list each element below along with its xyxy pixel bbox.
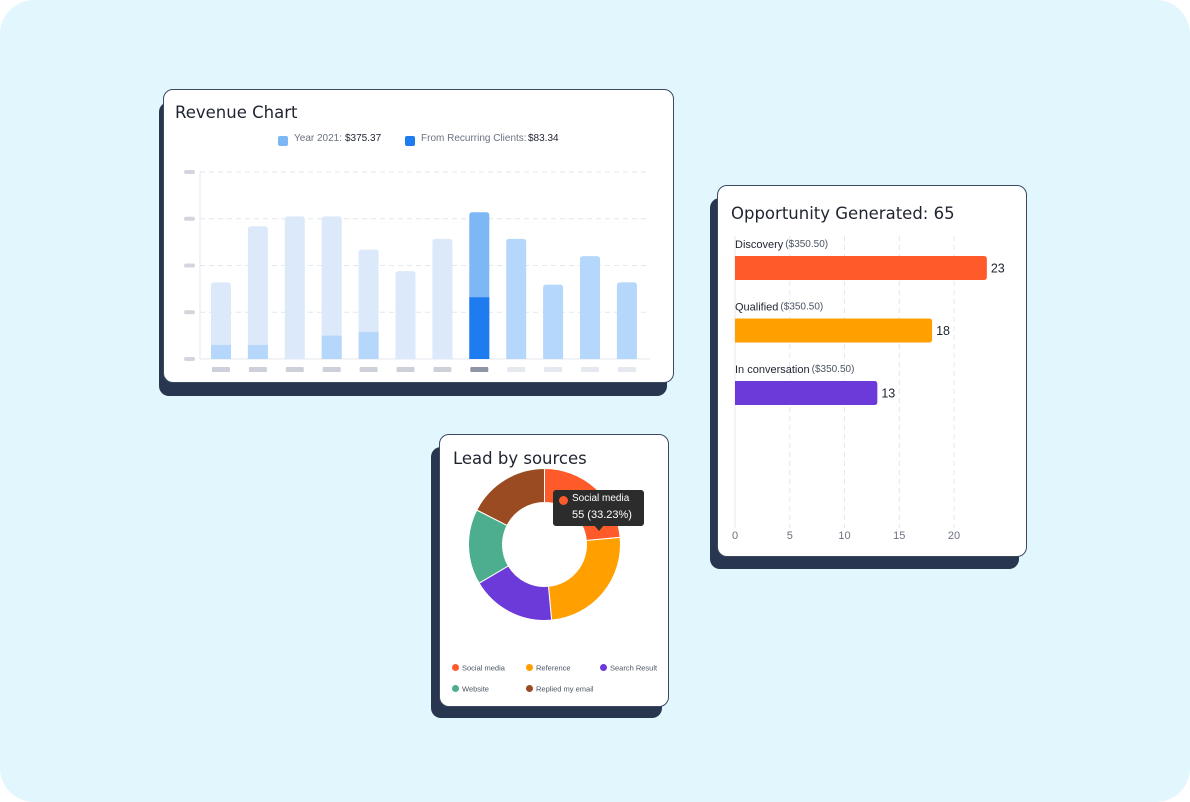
legend-recurring-swatch xyxy=(405,136,415,146)
bar-year-2021 xyxy=(284,216,305,359)
opportunity-chart-title: Opportunity Generated: 65 xyxy=(731,204,955,223)
tooltip-value: 55 (33.23%) xyxy=(572,509,632,521)
x-tick-label xyxy=(470,367,489,372)
y-tick-label xyxy=(184,357,195,361)
x-tick-label: 10 xyxy=(838,530,850,542)
bar-year-2021 xyxy=(395,271,416,359)
bar-discovery xyxy=(735,256,987,280)
bar-recurring-clients xyxy=(469,297,490,359)
bar-recurring-clients xyxy=(247,344,268,359)
bar-year-2021 xyxy=(432,238,453,359)
legend-year-swatch xyxy=(278,136,288,146)
revenue-chart-title: Revenue Chart xyxy=(175,103,298,122)
opportunity-bar-chart: 0 5 10 15 20 Discovery ($350.50) 23 Qualified ($3… xyxy=(732,236,1005,542)
lead-donut-chart: Social media Reference Search Result Websit… xyxy=(452,467,658,694)
lead-card: Lead by sources Social media Reference Sea… xyxy=(439,434,669,707)
x-tick-label xyxy=(248,367,267,372)
category-label-in-conversation: In conversation ($350.50) xyxy=(735,364,854,376)
bar-year-2021 xyxy=(321,216,342,359)
legend-label-replied-my-email: Replied my email xyxy=(536,685,594,694)
x-tick-label xyxy=(322,367,341,372)
category-label-qualified: Qualified ($350.50) xyxy=(735,302,823,314)
x-tick-label: 0 xyxy=(732,530,738,542)
legend-label-social-media: Social media xyxy=(462,664,506,673)
legend-label-search-result: Search Result xyxy=(610,664,658,673)
legend-swatch-replied-my-email xyxy=(526,685,533,692)
donut-tooltip: Social media 55 (33.23%) xyxy=(553,490,644,531)
legend-recurring-value: $83.34 xyxy=(528,133,559,144)
bar-recurring-clients xyxy=(211,344,231,359)
opportunity-card: Opportunity Generated: 65 0 5 10 15 20 Discov… xyxy=(717,185,1027,557)
legend-label-website: Website xyxy=(462,685,489,694)
y-tick-label xyxy=(184,216,195,221)
tooltip-pointer xyxy=(594,525,604,531)
legend-year-value: $375.37 xyxy=(345,133,382,144)
legend-swatch-search-result xyxy=(600,664,607,671)
bar-year-2021 xyxy=(543,284,564,359)
data-label-qualified: 18 xyxy=(936,324,950,338)
x-tick-label xyxy=(507,367,526,372)
x-tick-label: 20 xyxy=(948,530,960,542)
x-tick-label xyxy=(544,367,563,372)
x-tick-label xyxy=(285,367,304,372)
donut-slice-replied-my-email xyxy=(476,467,545,527)
revenue-legend: Year 2021: $375.37 From Recurring Client… xyxy=(278,132,568,148)
legend-label-reference: Reference xyxy=(536,664,571,673)
y-tick-label xyxy=(184,263,195,268)
x-tick-label xyxy=(617,367,636,372)
y-tick-label xyxy=(184,170,195,174)
bar-year-2021 xyxy=(580,256,600,359)
x-tick-label: 15 xyxy=(893,530,905,542)
data-label-in-conversation: 13 xyxy=(881,387,895,401)
lead-chart-title: Lead by sources xyxy=(453,449,587,468)
tooltip-swatch xyxy=(559,496,568,505)
bar-year-2021 xyxy=(211,282,231,359)
bar-recurring-clients xyxy=(358,331,379,359)
bar-year-2021 xyxy=(616,282,637,359)
x-tick-label xyxy=(581,367,599,372)
data-label-discovery: 23 xyxy=(991,262,1005,276)
donut-slice-reference xyxy=(547,536,621,621)
category-label-discovery: Discovery ($350.50) xyxy=(735,239,828,251)
y-tick-label xyxy=(184,310,195,315)
bar-qualified xyxy=(735,318,933,343)
legend-swatch-social-media xyxy=(452,664,459,671)
x-tick-label xyxy=(396,367,415,372)
legend-recurring-label: From Recurring Clients: xyxy=(421,133,527,144)
x-tick-label: 5 xyxy=(787,530,793,542)
x-tick-label xyxy=(212,367,230,372)
bar-year-2021 xyxy=(506,238,527,359)
bar-year-2021 xyxy=(247,226,268,359)
bar-year-2021 xyxy=(358,249,379,359)
bar-in-conversation xyxy=(735,381,878,405)
bar-recurring-clients xyxy=(321,335,342,359)
tooltip-label: Social media xyxy=(572,493,630,504)
x-tick-label xyxy=(433,367,452,372)
legend-swatch-website xyxy=(452,685,459,692)
legend-year-label: Year 2021: xyxy=(294,133,343,144)
x-tick-label xyxy=(359,367,378,372)
legend-swatch-reference xyxy=(526,664,533,671)
revenue-bar-chart xyxy=(184,170,650,372)
revenue-card: Revenue Chart Year 2021: $375.37 From Re… xyxy=(163,89,674,383)
